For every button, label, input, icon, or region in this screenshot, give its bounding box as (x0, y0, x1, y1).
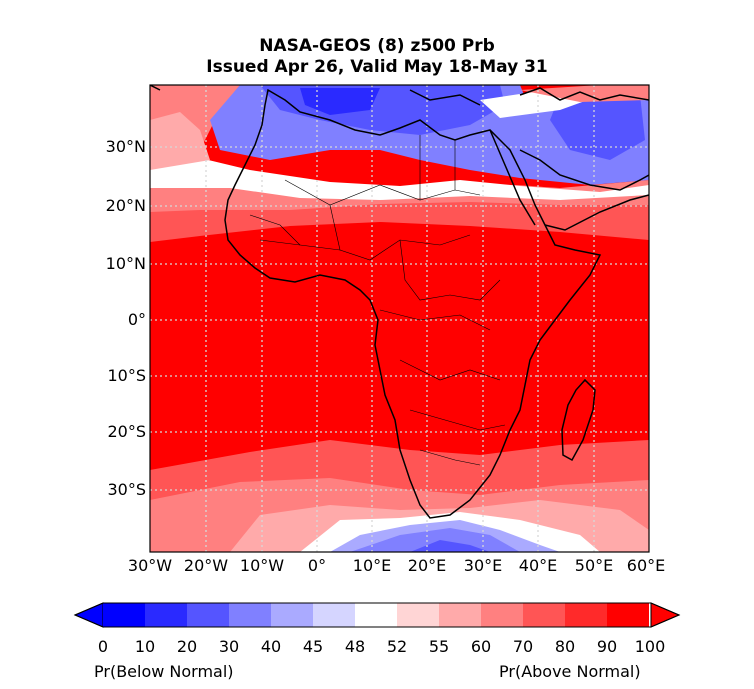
colorbar-tick-label: 48 (344, 637, 366, 656)
colorbar-high-extension (650, 602, 681, 628)
lat-label-20s: 20°S (107, 422, 146, 441)
africa-coastline (224, 88, 602, 519)
lon-label-0: 0° (307, 556, 327, 575)
country-borders (249, 135, 506, 466)
lon-label-20w: 20°W (183, 556, 229, 575)
lon-label-30w: 30°W (127, 556, 173, 575)
lon-label-30e: 30°E (463, 556, 503, 575)
lon-label-50e: 50°E (574, 556, 614, 575)
colorbar-segment (439, 603, 481, 627)
colorbar-segment (187, 603, 229, 627)
colorbar-segment (565, 603, 607, 627)
colorbar-tick-label: 45 (302, 637, 324, 656)
lat-label-10s: 10°S (107, 366, 146, 385)
map-frame (149, 84, 650, 553)
colorbar-low-extension (73, 602, 104, 628)
colorbar-tick-label: 30 (218, 637, 240, 656)
colorbar-segment (103, 603, 145, 627)
field-30-40-south (350, 528, 520, 552)
field-48-52-north (150, 150, 649, 200)
colorbar-segment (481, 603, 523, 627)
lon-label-60e: 60°E (626, 556, 666, 575)
colorbar-tick-label: 40 (260, 637, 282, 656)
europe-coast (150, 85, 649, 106)
field-10-20-north (300, 88, 380, 115)
chart-title-line1: NASA-GEOS (8) z500 Prb (259, 36, 495, 56)
colorbar-tick-label: 10 (134, 637, 156, 656)
colorbar-tick-label: 70 (512, 637, 534, 656)
lon-label-20e: 20°E (407, 556, 447, 575)
madagascar-outline (561, 378, 596, 462)
colorbar-tick-label: 60 (470, 637, 492, 656)
lon-label-40e: 40°E (518, 556, 558, 575)
red-sea (489, 129, 536, 226)
coastlines (150, 85, 649, 519)
colorbar-outline (73, 602, 681, 628)
colorbar-tick-label: 0 (97, 637, 109, 656)
lat-label-10n: 10°N (105, 254, 146, 273)
field-55-60-nw (150, 112, 210, 170)
chart-title-line2: Issued Apr 26, Valid May 18-May 31 (206, 57, 548, 77)
colorbar-segment (523, 603, 565, 627)
map-gridlines (150, 85, 649, 552)
lat-label-20n: 20°N (105, 196, 146, 215)
colorbar-above-label: Pr(Above Normal) (499, 662, 641, 681)
lon-label-10w: 10°W (239, 556, 285, 575)
map-fields (150, 85, 649, 552)
colorbar-tick-label: 20 (176, 637, 198, 656)
lon-label-10e: 10°E (352, 556, 392, 575)
colorbar-segment (607, 603, 649, 627)
colorbar-tick-label: 55 (428, 637, 450, 656)
colorbar-tick-label: 100 (634, 637, 666, 656)
field-20-30-ne (550, 95, 645, 160)
colorbar (73, 602, 681, 628)
colorbar-tick-label: 52 (386, 637, 408, 656)
lat-label-30n: 30°N (105, 137, 146, 156)
colorbar-segment (229, 603, 271, 627)
arabia-outline (519, 149, 649, 231)
lat-label-30s: 30°S (107, 480, 146, 499)
field-20-30-south (410, 540, 490, 552)
colorbar-segment (145, 603, 187, 627)
colorbar-segment (355, 603, 397, 627)
colorbar-segment (271, 603, 313, 627)
colorbar-segment (397, 603, 439, 627)
colorbar-segment (313, 603, 355, 627)
lat-label-0: 0° (127, 310, 146, 329)
colorbar-tick-label: 80 (554, 637, 576, 656)
colorbar-tick-label: 90 (596, 637, 618, 656)
colorbar-below-label: Pr(Below Normal) (94, 662, 234, 681)
